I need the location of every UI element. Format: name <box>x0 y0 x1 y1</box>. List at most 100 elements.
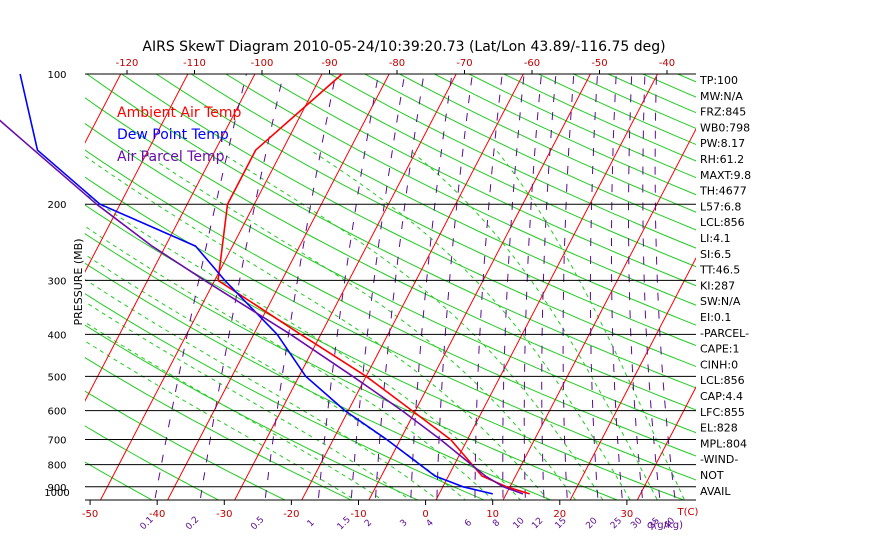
stability-index: PW:8.17 <box>700 137 745 150</box>
bottom-tick-label: 0 <box>422 509 428 520</box>
mixing-ratio-line <box>611 74 623 500</box>
dry-adiabat-line <box>85 461 154 500</box>
stability-index: LFC:855 <box>700 406 745 419</box>
mixing-ratio-line <box>350 74 406 500</box>
stability-index: TP:100 <box>699 74 738 87</box>
mixing-ratio-line <box>654 74 676 500</box>
moist-adiabat-line <box>217 149 604 500</box>
stability-index: KI:287 <box>700 279 735 292</box>
dry-adiabat-line <box>85 233 619 500</box>
mixing-ratio-line <box>589 74 599 500</box>
top-tick-label: -80 <box>389 58 405 69</box>
stability-index: SW:N/A <box>700 295 741 308</box>
pressure-tick-label: 600 <box>47 407 66 418</box>
dry-adiabat-line <box>190 74 696 326</box>
bottom-tick-label: -30 <box>216 509 232 520</box>
dry-adiabat-line <box>434 74 696 196</box>
dry-adiabat-line <box>85 293 486 500</box>
dry-adiabat-line <box>747 74 870 516</box>
mixing-ratio-line <box>502 74 525 500</box>
moist-adiabat-line <box>310 149 631 500</box>
mixing-ratio-line <box>628 74 644 500</box>
top-tick-label: -40 <box>659 58 675 69</box>
top-tick-label: -110 <box>183 58 206 69</box>
stability-index: TT:46.5 <box>699 264 740 277</box>
mixing-ratio-unit-label: q(g/kg) <box>647 520 683 531</box>
dry-adiabat-line <box>85 357 353 500</box>
stability-index: -PARCEL- <box>700 327 749 340</box>
isotherm-line <box>234 74 457 500</box>
isotherm-line <box>569 256 696 500</box>
stability-index: RH:61.2 <box>700 153 744 166</box>
background-clip-group <box>0 64 870 516</box>
isotherm-line <box>99 74 323 500</box>
stability-index: TH:4677 <box>699 185 747 198</box>
stability-index: CINH:0 <box>700 358 738 371</box>
pressure-tick-label: 800 <box>47 461 66 472</box>
background-lines <box>0 64 870 516</box>
pressure-tick-label: 400 <box>47 330 66 341</box>
mixing-ratio-line <box>199 74 284 500</box>
stability-index: LCL:856 <box>700 216 745 229</box>
bottom-tick-label: -40 <box>149 509 165 520</box>
isotherm-line <box>0 64 59 515</box>
mixing-ratio-label: 1 <box>306 518 317 529</box>
stability-index: SI:6.5 <box>700 248 731 261</box>
bottom-tick-label: -10 <box>350 509 366 520</box>
dry-adiabat-line <box>260 74 696 287</box>
mixing-ratio-label: 0.5 <box>249 515 266 532</box>
bottom-tick-label: 30 <box>621 509 634 520</box>
y-axis-label: PRESSURE (MB) <box>72 239 85 326</box>
pressure-tick-label: 1000 <box>44 488 69 499</box>
mixing-ratio-line <box>317 74 379 500</box>
mixing-ratio-label: 3 <box>399 518 410 529</box>
sounding-series <box>0 73 530 495</box>
mixing-ratio-label: 20 <box>584 516 599 531</box>
pressure-tick-label: 900 <box>47 483 66 494</box>
bottom-tick-label: -50 <box>82 509 98 520</box>
moist-adiabat-line <box>85 278 439 500</box>
moist-adiabat-line <box>85 321 384 500</box>
stability-index: NOT <box>700 469 724 482</box>
mixing-ratio-line <box>436 74 473 500</box>
moist-adiabat-line <box>85 193 522 500</box>
stability-index: EL:828 <box>700 422 738 435</box>
mixing-ratio-label: 4 <box>425 518 436 529</box>
moist-adiabat-line <box>85 340 357 500</box>
stability-index: CAP:4.4 <box>700 390 743 403</box>
mixing-ratio-line <box>410 74 453 500</box>
legend-item: Ambient Air Temp <box>117 105 242 121</box>
dry-adiabat-line <box>85 97 696 411</box>
stability-index: -WIND- <box>700 453 738 466</box>
dry-adiabat-line <box>156 74 696 347</box>
mixing-ratio-label: 8 <box>491 518 502 529</box>
moist-adiabat-line <box>139 149 577 500</box>
stability-index: WB0:798 <box>700 121 750 134</box>
isotherm-line <box>502 127 696 500</box>
dry-adiabat-line <box>85 204 686 500</box>
top-tick-label: -120 <box>116 58 139 69</box>
mixing-ratio-label: 2 <box>363 518 374 529</box>
stability-index: L57:6.8 <box>700 200 741 213</box>
mixing-ratio-line <box>523 74 542 500</box>
legend: Ambient Air Temp Dew Point Temp Air Parcel… <box>117 105 242 165</box>
stability-index: LI:4.1 <box>700 232 731 245</box>
dry-adiabat-line <box>85 425 220 500</box>
series-line <box>0 119 524 495</box>
isotherm-line <box>763 64 870 515</box>
top-tick-label: -90 <box>321 58 337 69</box>
moist-adiabat-line <box>85 301 411 500</box>
dry-adiabat-line <box>121 74 696 368</box>
chart-title: AIRS SkewT Diagram 2010-05-24/10:39:20.7… <box>142 39 665 55</box>
top-tick-label: -100 <box>251 58 274 69</box>
mixing-ratio-label: 12 <box>530 516 545 531</box>
isotherm-line <box>85 74 189 273</box>
dry-adiabat-line <box>86 74 696 389</box>
isotherm-line <box>167 74 390 500</box>
mixing-ratio-line <box>374 74 425 500</box>
bottom-tick-label: 20 <box>553 509 566 520</box>
isotherm-line <box>368 74 591 500</box>
legend-item: Dew Point Temp <box>117 127 229 143</box>
isotherm-line <box>85 74 256 402</box>
